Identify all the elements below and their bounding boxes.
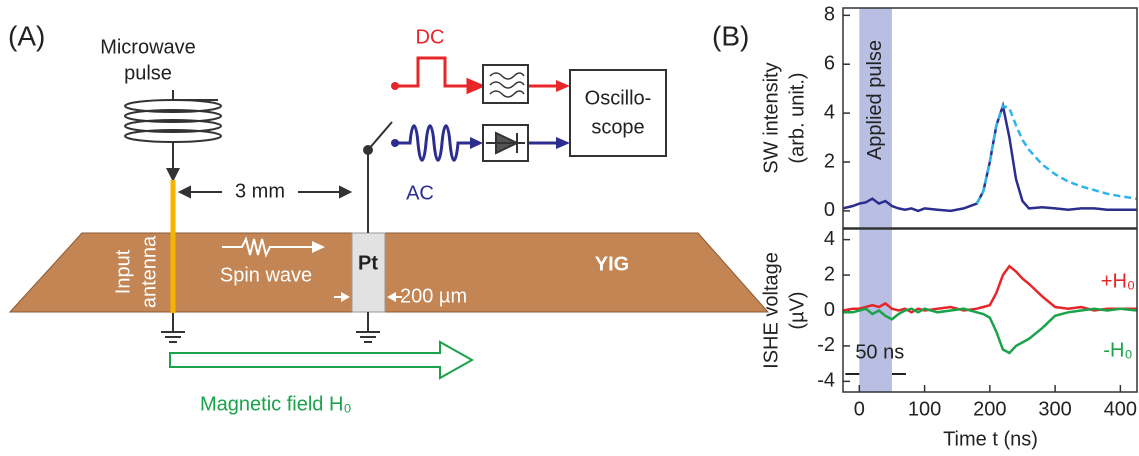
- y-tick-label: 4: [824, 101, 835, 123]
- label: 200 µm: [400, 285, 467, 307]
- label: Microwave: [100, 36, 196, 58]
- label: Magnetic field H₀: [200, 393, 352, 415]
- label: YIG: [595, 253, 629, 275]
- series-line: [977, 106, 1137, 204]
- label: Spin wave: [220, 264, 312, 286]
- span-label: Applied pulse: [864, 40, 886, 160]
- dc-pulse: [395, 58, 468, 86]
- y-tick-label: 0: [824, 299, 835, 321]
- label: 3 mm: [235, 180, 285, 202]
- label: antenna: [138, 235, 160, 308]
- series-label: -H₀: [1103, 340, 1132, 362]
- span-label: 50 ns: [855, 341, 904, 363]
- x-tick-label: 0: [854, 398, 865, 420]
- coil: [125, 90, 221, 170]
- label: AC: [406, 182, 434, 204]
- label: Oscillo-: [585, 87, 652, 109]
- y-tick-label: 2: [824, 263, 835, 285]
- x-axis-label: Time t (ns): [943, 428, 1038, 450]
- panel-label: (B): [712, 20, 749, 51]
- arrow: [166, 168, 180, 182]
- x-tick-label: 300: [1038, 398, 1071, 420]
- y-tick-label: 8: [824, 4, 835, 26]
- oscilloscope-box: [570, 70, 666, 156]
- field-arrow: [170, 342, 472, 378]
- y-tick-label: -2: [817, 334, 835, 356]
- label: DC: [416, 26, 445, 48]
- ac-wave: [395, 126, 470, 161]
- y-axis-label: (µV): [786, 291, 808, 329]
- label: Pt: [358, 252, 378, 274]
- y-tick-label: 6: [824, 53, 835, 75]
- ground: [161, 312, 380, 342]
- label: pulse: [124, 62, 172, 84]
- arrow: [556, 80, 570, 92]
- x-tick-label: 100: [908, 398, 941, 420]
- series-label: +H₀: [1101, 270, 1135, 292]
- label: scope: [591, 116, 644, 138]
- panel-label: (A): [8, 20, 45, 51]
- arrow: [470, 137, 483, 149]
- y-tick-label: -4: [817, 370, 835, 392]
- y-axis-label: ISHE voltage: [760, 252, 782, 369]
- x-tick-label: 400: [1104, 398, 1137, 420]
- y-tick-label: 0: [824, 199, 835, 221]
- arrow: [556, 137, 570, 149]
- diagram: Microwave pulse 3 mm DC: [10, 26, 768, 415]
- x-tick-label: 200: [973, 398, 1006, 420]
- y-axis-label: SW intensity: [760, 62, 782, 173]
- y-axis-label: (arb. unit.): [786, 72, 808, 163]
- switch: [364, 122, 392, 233]
- shaded-span: [859, 229, 892, 392]
- label: Input: [112, 249, 134, 294]
- y-tick-label: 2: [824, 150, 835, 172]
- y-tick-label: 4: [824, 228, 835, 250]
- figure: (A) (B) Microwave pulse 3 mm: [0, 0, 1139, 456]
